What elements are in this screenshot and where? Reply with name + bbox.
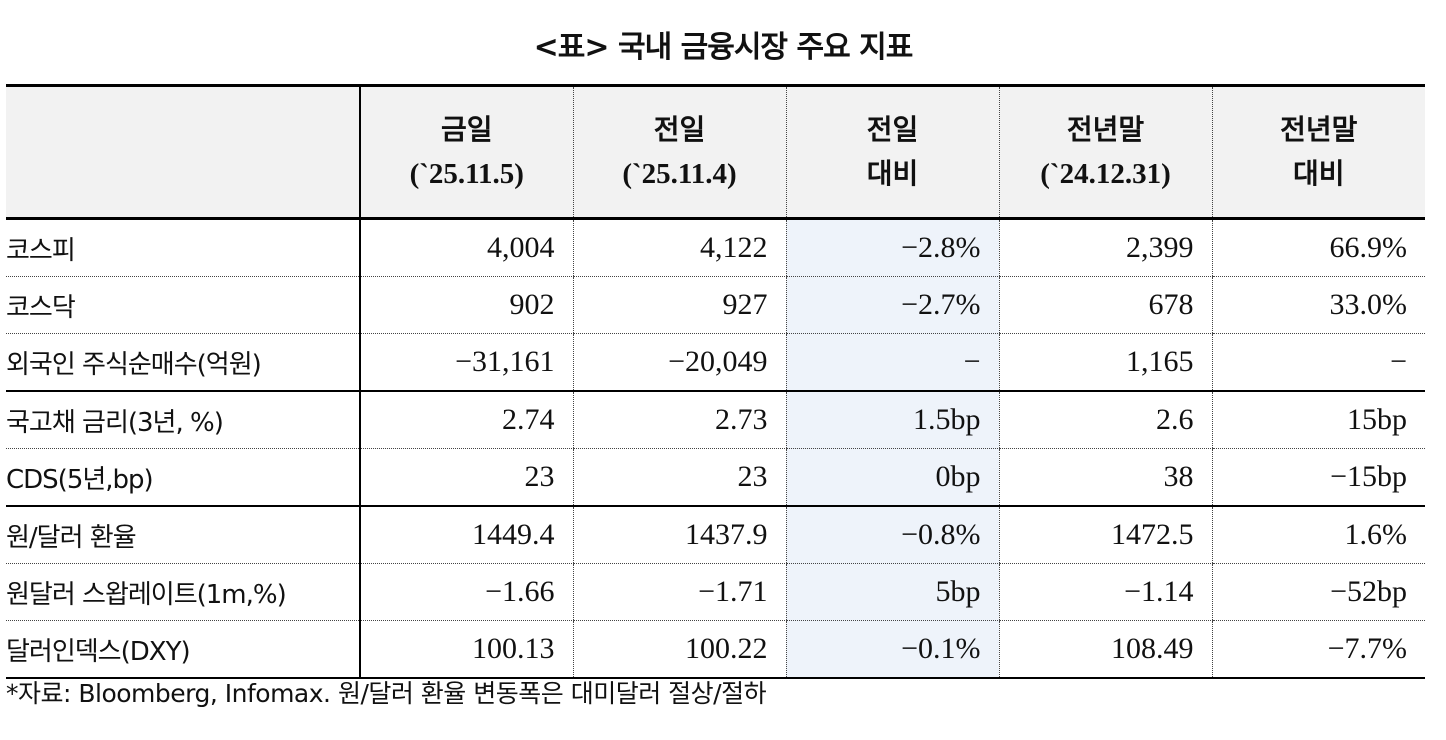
header-today: 금일 (`25.11.5) [359,84,573,220]
cell-value: 38 [998,448,1212,507]
cell-value: 1,165 [998,333,1212,392]
cell-value: −7.7% [1211,620,1425,679]
cell-value: −31,161 [359,333,573,392]
cell-value: 1.6% [1211,506,1425,564]
row-label: 원/달러 환율 [6,506,361,564]
row-label: 국고채 금리(3년, %) [6,391,361,449]
cell-value: 0bp [785,448,999,507]
row-label: 코스피 [6,218,361,277]
cell-value: 1.5bp [785,391,999,449]
cell-value: −52bp [1211,563,1425,621]
header-label: 금일 [440,113,493,146]
cell-value: 2.6 [998,391,1212,449]
header-label: 전일 [653,113,706,146]
table-title: <표> 국내 금융시장 주요 지표 [533,30,914,65]
cell-value: 2,399 [998,218,1212,277]
table-row: 달러인덱스(DXY) 100.13 100.22 −0.1% 108.49 −7.7% [6,620,1425,679]
cell-value: −1.66 [359,563,573,621]
cell-value: 927 [572,276,786,334]
cell-value: − [785,333,999,392]
cell-value: 23 [572,448,786,507]
table-row: 코스닥 902 927 −2.7% 678 33.0% [6,276,1425,334]
cell-value: 66.9% [1211,218,1425,277]
row-label: 코스닥 [6,276,361,334]
header-empty [6,84,361,220]
table-row: 원/달러 환율 1449.4 1437.9 −0.8% 1472.5 1.6% [6,506,1425,564]
cell-value: −1.71 [572,563,786,621]
cell-value: 1472.5 [998,506,1212,564]
table-row: 외국인 주식순매수(억원) −31,161 −20,049−1,165− [6,333,1425,392]
cell-value: 902 [359,276,573,334]
cell-value: 4,122 [572,218,786,277]
header-date: (`25.11.5) [409,158,524,190]
cell-value: 33.0% [1211,276,1425,334]
header-prev-day: 전일 (`25.11.4) [572,84,786,220]
table-row: 원달러 스왑레이트(1m,%) −1.66 −1.71 5bp −1.14 −52bp [6,563,1425,621]
header-label: 전일 [866,113,919,146]
cell-value: 100.22 [572,620,786,679]
row-label: 달러인덱스(DXY) [6,620,361,679]
row-label: CDS(5년,bp) [6,448,361,507]
cell-value: 15bp [1211,391,1425,449]
row-label: 외국인 주식순매수(억원) [6,333,361,392]
cell-value: 2.74 [359,391,573,449]
cell-value: −0.1% [785,620,999,679]
cell-value: −1.14 [998,563,1212,621]
cell-value: −2.8% [785,218,999,277]
cell-value: 2.73 [572,391,786,449]
header-date: (`25.11.4) [622,158,737,190]
header-date: (`24.12.31) [1040,158,1171,190]
footnote: *자료: Bloomberg, Infomax. 원/달러 환율 변동폭은 대미… [6,679,767,708]
header-label: 전년말 [1066,113,1145,146]
cell-value: 108.49 [998,620,1212,679]
row-label: 원달러 스왑레이트(1m,%) [6,563,361,621]
cell-value: 1437.9 [572,506,786,564]
cell-value: 100.13 [359,620,573,679]
header-label: 대비 [1292,157,1345,190]
cell-value: 678 [998,276,1212,334]
table-row: 국고채 금리(3년, %) 2.74 2.73 1.5bp 2.6 15bp [6,391,1425,449]
header-label: 대비 [866,157,919,190]
table-row: CDS(5년,bp) 23 23 0bp 38 −15bp [6,448,1425,507]
header-prev-year-end: 전년말 (`24.12.31) [998,84,1212,220]
cell-value: 23 [359,448,573,507]
cell-value: − [1211,333,1425,392]
cell-value: 5bp [785,563,999,621]
cell-value: 4,004 [359,218,573,277]
cell-value: −2.7% [785,276,999,334]
cell-value: 1449.4 [359,506,573,564]
cell-value: −0.8% [785,506,999,564]
cell-value: −20,049 [572,333,786,392]
cell-value: −15bp [1211,448,1425,507]
table-row: 코스피 4,004 4,122 −2.8% 2,399 66.9% [6,218,1425,277]
header-label: 전년말 [1280,113,1358,146]
